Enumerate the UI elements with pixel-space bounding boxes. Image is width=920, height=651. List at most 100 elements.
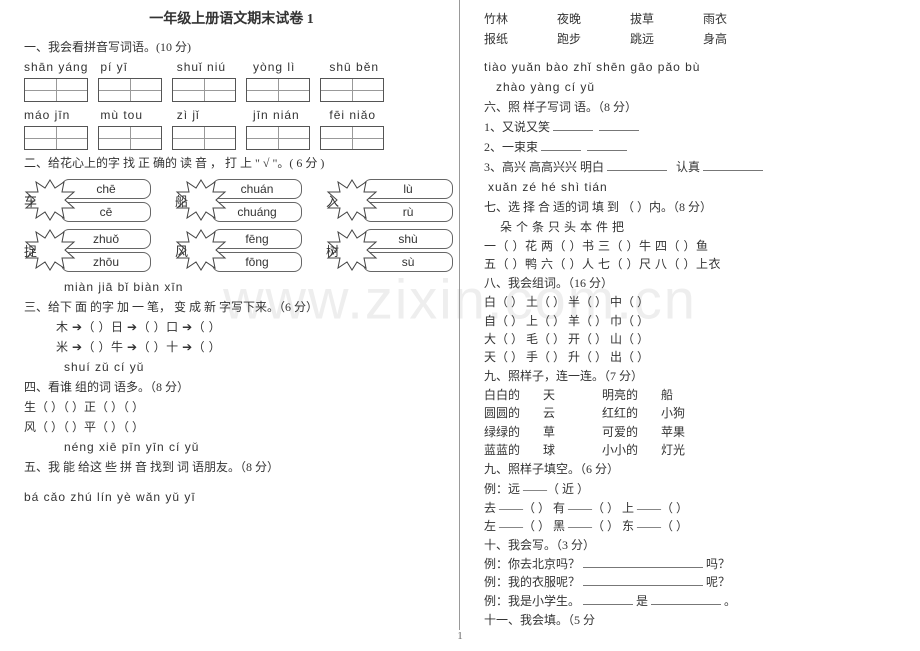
word: 雨衣 bbox=[703, 10, 773, 28]
q2-row-a: 车 chē cē 船 chuán chuáng 入 lù rù bbox=[24, 178, 439, 222]
word: 拔草 bbox=[630, 10, 700, 28]
match-item: 球 bbox=[543, 442, 599, 458]
right-column: 竹林 夜晚 拔草 雨衣 报纸 跑步 跳远 身高 tiào yuǎn bào zh… bbox=[460, 0, 920, 630]
q7-bank: 朵 个 条 只 头 本 件 把 bbox=[484, 218, 900, 236]
pinyin-cell: pí yī bbox=[100, 58, 172, 76]
exam-title: 一年级上册语文期末试卷 1 bbox=[24, 8, 439, 28]
q3-line-2: 米 ➔（ ）牛 ➔（ ）十 ➔（ ） bbox=[24, 338, 439, 356]
tian-grid bbox=[98, 78, 162, 102]
pinyin-cell: jīn nián bbox=[253, 106, 325, 124]
q11-heading: 十一、我会填。（5 分 bbox=[484, 611, 900, 629]
starburst-icon: 车 bbox=[24, 178, 37, 222]
q9-line-3: 绿绿的 草 可爱的 苹果 bbox=[484, 424, 900, 440]
blank bbox=[607, 159, 667, 171]
q7-line-1: 一（ ）花 两（ ）书 三（ ）牛 四（ ）鱼 bbox=[484, 238, 900, 254]
q4-pinyin: shuí zǔ cí yǔ bbox=[24, 358, 439, 376]
q9b-line-1: 去 ——（ ） 有 ——（ ） 上 ——（ ） bbox=[484, 500, 900, 516]
match-item: 绿绿的 bbox=[484, 424, 540, 440]
word: 报纸 bbox=[484, 30, 554, 48]
tian-grid bbox=[172, 78, 236, 102]
q1-pinyin-row-2: máo jīn mù tou zì jǐ jīn nián fēi niǎo bbox=[24, 106, 439, 124]
q9-line-1: 白白的 天 明亮的 船 bbox=[484, 387, 900, 403]
blank bbox=[583, 574, 703, 586]
q3-heading: 三、给下 面 的字 加 一 笔， 变 成 新 字写下来。（6 分） bbox=[24, 298, 439, 316]
tian-grid bbox=[246, 126, 310, 150]
q9-heading: 九、照样子，连一连。（7 分） bbox=[484, 367, 900, 385]
starburst-icon: 船 bbox=[175, 178, 188, 222]
starburst-icon: 树 bbox=[326, 228, 339, 272]
page-number: 1 bbox=[0, 630, 920, 642]
q6-line-2: 2、一束束 bbox=[484, 138, 900, 156]
word-row-1: 竹林 夜晚 拔草 雨衣 bbox=[484, 10, 900, 28]
blank bbox=[583, 556, 703, 568]
q6-l3-text: 3、高兴 高高兴兴 明白 bbox=[484, 160, 607, 174]
q10-line-1: 例：你去北京吗？ 吗？ bbox=[484, 556, 900, 572]
word: 竹林 bbox=[484, 10, 554, 28]
starburst-icon: 风 bbox=[175, 228, 188, 272]
q8-line-2: 自（ ） 上（ ） 羊（ ） 巾（ ） bbox=[484, 313, 900, 329]
pinyin-cell: máo jīn bbox=[24, 106, 96, 124]
pinyin-cell: shuǐ niú bbox=[177, 58, 249, 76]
q3-line-1: 木 ➔（ ）日 ➔（ ）口 ➔（ ） bbox=[24, 318, 439, 336]
r-pinyin-2: zhào yàng cí yǔ bbox=[484, 78, 900, 96]
burst-char: 车 bbox=[24, 191, 37, 210]
q10-l1-text: 例：你去北京吗？ bbox=[484, 557, 580, 571]
q7-pinyin: xuǎn zé hé shì tián bbox=[484, 178, 900, 196]
blank bbox=[599, 119, 639, 131]
match-item: 白白的 bbox=[484, 387, 540, 403]
q6-l2-text: 2、一束束 bbox=[484, 140, 538, 154]
q10-l1b-text: 吗？ bbox=[706, 557, 730, 571]
q6-line-1: 1、又说又笑 bbox=[484, 118, 900, 136]
blank bbox=[583, 593, 633, 605]
match-item: 船 bbox=[661, 387, 717, 403]
q8-line-1: 白（ ） 土（ ） 半（ ） 中（ ） bbox=[484, 294, 900, 310]
q10-l2b-text: 呢？ bbox=[706, 575, 730, 589]
q10-l3c-text: 。 bbox=[724, 594, 736, 608]
word: 跑步 bbox=[557, 30, 627, 48]
blank bbox=[651, 593, 721, 605]
q9b-line-2: 左 ——（ ） 黑 ——（ ） 东 ——（ ） bbox=[484, 518, 900, 534]
burst-char: 船 bbox=[175, 191, 188, 210]
q10-line-3: 例：我是小学生。 是 。 bbox=[484, 593, 900, 609]
q8-heading: 八、我会组词。（16 分） bbox=[484, 274, 900, 292]
q4-heading: 四、看谁 组的词 语多。（8 分） bbox=[24, 378, 439, 396]
match-item: 明亮的 bbox=[602, 387, 658, 403]
q4-line-2: 风（ ）（ ）平（ ）（ ） bbox=[24, 418, 439, 436]
match-item: 天 bbox=[543, 387, 599, 403]
r-pinyin-1: tiào yuǎn bào zhǐ shēn gāo pǎo bù bbox=[484, 58, 900, 76]
burst-char: 风 bbox=[175, 241, 188, 260]
pinyin-cell: zì jǐ bbox=[177, 106, 249, 124]
match-item: 可爱的 bbox=[602, 424, 658, 440]
burst-char: 捉 bbox=[24, 241, 37, 260]
match-item: 小小的 bbox=[602, 442, 658, 458]
q5-line: bá cǎo zhú lín yè wǎn yǔ yī bbox=[24, 488, 439, 506]
q10-line-2: 例：我的衣服呢？ 呢？ bbox=[484, 574, 900, 590]
match-item: 小狗 bbox=[661, 405, 717, 421]
tian-grid bbox=[24, 78, 88, 102]
q9b-heading: 九、照样子填空。（6 分） bbox=[484, 460, 900, 478]
word: 夜晚 bbox=[557, 10, 627, 28]
blank bbox=[541, 139, 581, 151]
blank bbox=[587, 139, 627, 151]
q10-heading: 十、我会写。（3 分） bbox=[484, 536, 900, 554]
pinyin-cell: shū běn bbox=[329, 58, 401, 76]
match-item: 云 bbox=[543, 405, 599, 421]
word: 跳远 bbox=[630, 30, 700, 48]
q8-line-4: 天（ ） 手（ ） 升（ ） 出（ ） bbox=[484, 349, 900, 365]
pinyin-cell: mù tou bbox=[100, 106, 172, 124]
q1-heading: 一、我会看拼音写词语。(10 分) bbox=[24, 38, 439, 56]
left-column: 一年级上册语文期末试卷 1 一、我会看拼音写词语。(10 分) shān yán… bbox=[0, 0, 460, 630]
q1-pinyin-row-1: shān yáng pí yī shuǐ niú yòng lì shū běn bbox=[24, 58, 439, 76]
tian-grid bbox=[320, 126, 384, 150]
match-item: 圆圆的 bbox=[484, 405, 540, 421]
q8-line-3: 大（ ） 毛（ ） 开（ ） 山（ ） bbox=[484, 331, 900, 347]
tian-grid bbox=[320, 78, 384, 102]
match-item: 苹果 bbox=[661, 424, 717, 440]
q10-l3-text: 例：我是小学生。 bbox=[484, 594, 580, 608]
q5-heading: 五、我 能 给这 些 拼 音 找到 词 语朋友。（8 分） bbox=[24, 458, 439, 476]
tian-grid bbox=[24, 126, 88, 150]
starburst-icon: 捉 bbox=[24, 228, 37, 272]
word-row-2: 报纸 跑步 跳远 身高 bbox=[484, 30, 900, 48]
q6-l3b-text: 认真 bbox=[676, 160, 700, 174]
q5-pinyin: néng xiē pīn yīn cí yǔ bbox=[24, 438, 439, 456]
